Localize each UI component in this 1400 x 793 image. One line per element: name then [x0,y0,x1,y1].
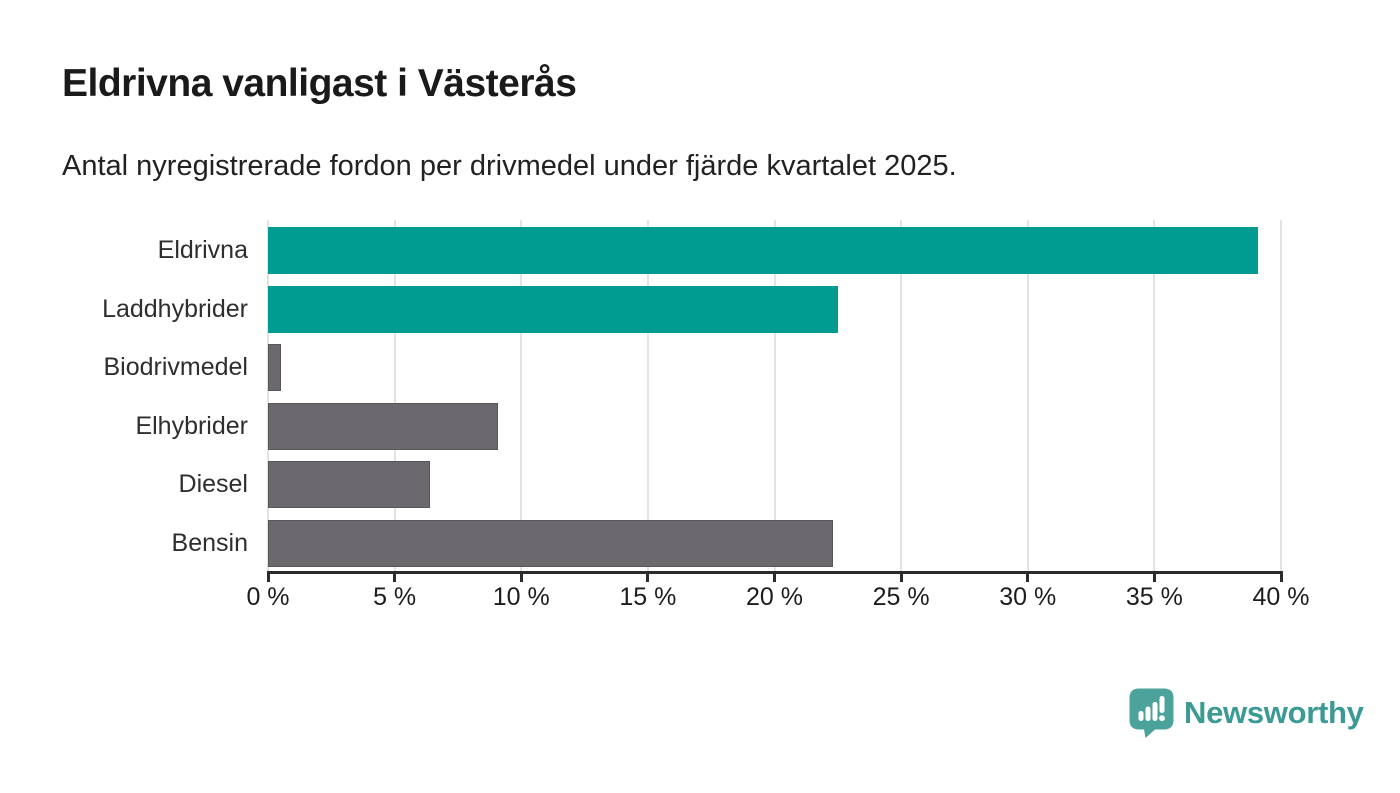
gridline [267,220,269,571]
gridline [900,220,903,571]
newsworthy-logo-icon [1129,688,1174,738]
axis-tick-label: 10 % [492,583,550,611]
gridline [1280,220,1282,571]
bar-bensin [268,520,833,567]
axis-tick-label: 15 % [619,583,677,611]
bar-laddhybrider [268,286,838,333]
gridline [520,220,523,571]
axis-tick-label: 25 % [872,583,930,611]
logo-exclamation-dot [1159,715,1165,722]
axis-tick-label: 20 % [746,583,803,611]
axis-tick [393,571,397,582]
category-label: Laddhybrider [102,295,248,323]
axis-tick [1279,571,1283,582]
category-label: Bensin [171,529,248,557]
axis-tick-label: 5 % [373,583,417,611]
bar-elhybrider [268,403,499,450]
axis-tick [519,571,523,582]
speech-bubble-shape [1129,688,1174,738]
category-axis: Eldrivna Laddhybrider Biodrivmedel Elhybrid… [30,220,248,571]
axis-tick-label: 40 % [1252,583,1310,611]
axis-tick-label: 35 % [1125,583,1183,611]
bar-eldrivna [268,227,1259,274]
chart-subtitle: Antal nyregistrerade fordon per drivmede… [62,150,957,182]
newsworthy-branding: Newsworthy [1128,687,1364,739]
gridline [393,220,396,571]
axis-tick [646,571,650,582]
chart-title: Eldrivna vanligast i Västerås [62,62,577,105]
gridline [646,220,649,571]
category-label: Elhybrider [135,412,248,440]
axis-tick [1026,571,1030,582]
newsworthy-wordmark: Newsworthy [1184,695,1364,730]
axis-tick [266,571,270,582]
category-label: Diesel [178,470,248,498]
axis-tick-label: 0 % [246,583,290,611]
gridline [773,220,776,571]
bar-biodrivmedel [268,344,281,391]
logo-bar-large [1152,702,1158,721]
plot-area [267,220,1282,571]
gridline [1153,220,1156,571]
logo-bar-small [1138,711,1144,721]
category-label: Biodrivmedel [103,353,248,381]
gridline [1026,220,1029,571]
logo-exclamation-bar [1159,696,1165,713]
axis-tick [773,571,776,582]
axis-tick-label: 30 % [999,583,1057,611]
category-label: Eldrivna [157,236,248,264]
axis-tick [1152,571,1156,582]
axis-tick [899,571,903,582]
bar-diesel [268,461,431,508]
logo-bar-medium [1145,706,1151,721]
